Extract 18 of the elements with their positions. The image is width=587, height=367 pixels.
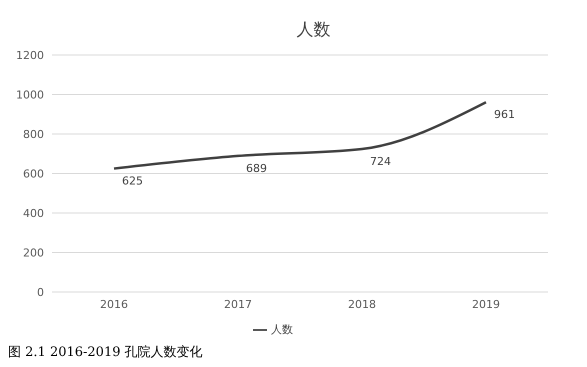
y-tick-label: 600: [23, 167, 44, 180]
data-label: 961: [494, 108, 515, 122]
data-label: 724: [370, 155, 391, 168]
legend-label: 人数: [271, 323, 293, 336]
y-tick-label: 1200: [16, 48, 44, 62]
x-tick-label: 2019: [472, 298, 500, 311]
caption: 图 2.1 2016-2019 孔院人数变化: [8, 344, 204, 361]
y-tick-label: 400: [23, 206, 44, 220]
chart-title: 人数: [296, 19, 332, 41]
y-tick-label: 1000: [16, 88, 44, 102]
y-tick-label: 0: [37, 286, 44, 299]
data-label: 689: [246, 162, 267, 175]
y-tick-label: 800: [23, 128, 44, 141]
y-tick-label: 200: [23, 246, 44, 260]
x-tick-label: 2017: [224, 298, 252, 311]
x-tick-label: 2018: [348, 298, 376, 311]
x-tick-label: 2016: [100, 298, 128, 311]
data-label: 625: [122, 174, 143, 188]
